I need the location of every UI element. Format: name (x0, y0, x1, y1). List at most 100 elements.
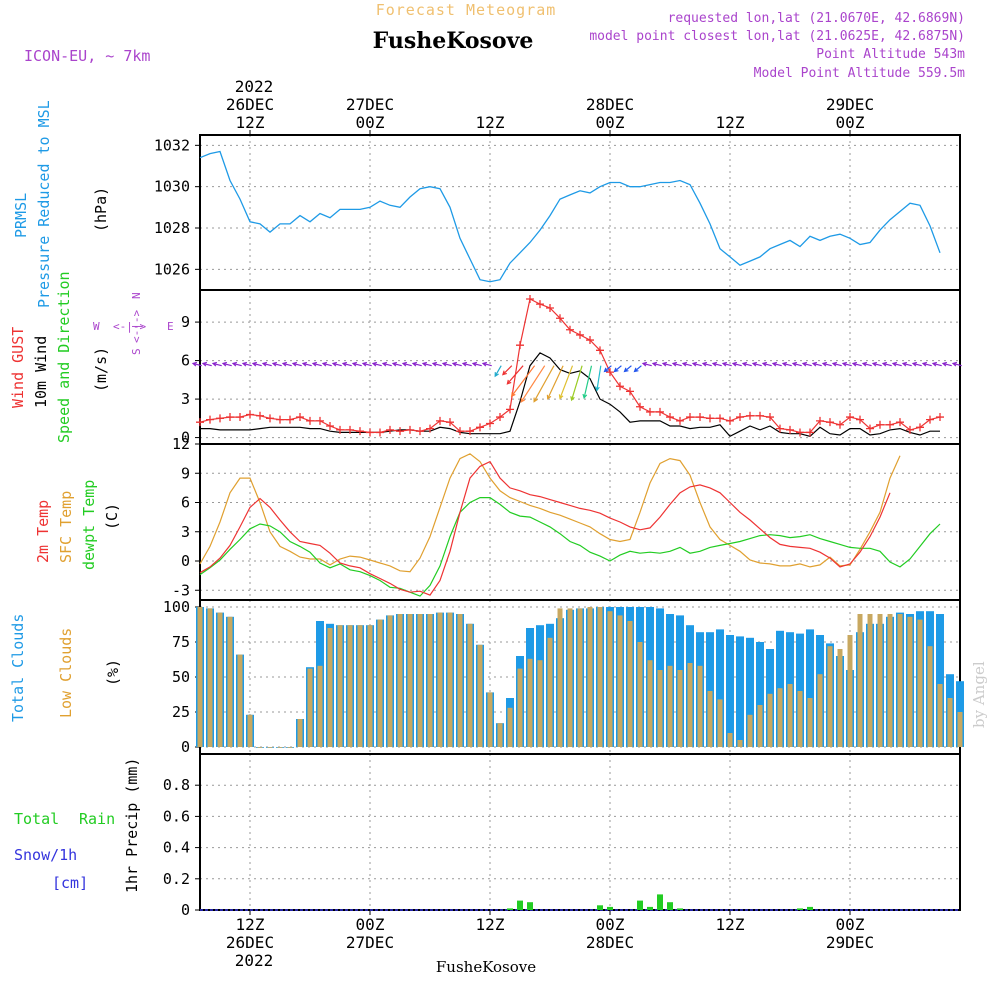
wind-unit: (m/s) (92, 347, 110, 392)
gust-marker (876, 420, 884, 429)
low-cloud-bar (547, 637, 553, 747)
low-cloud-bar (407, 614, 413, 747)
low-cloud-bar (607, 611, 613, 747)
gust-marker (686, 413, 694, 422)
low-cloud-bar (367, 625, 373, 747)
sfc-temp-label: SFC Temp (57, 491, 75, 563)
wind-direction-arrow (241, 361, 252, 367)
wind-direction-arrow (891, 361, 902, 367)
gust-marker (506, 405, 514, 414)
dewpt-line (199, 497, 941, 597)
low-cloud-bar (337, 625, 343, 747)
gust-marker (566, 325, 574, 334)
y-tick-label: 0.6 (163, 807, 190, 825)
top-hour-label: 12Z (716, 113, 745, 132)
low-cloud-bar (487, 692, 493, 747)
wind-direction-arrow (741, 361, 752, 367)
gust-marker (676, 416, 684, 425)
pressure-unit: (hPa) (92, 187, 110, 232)
low-cloud-bar (947, 698, 953, 747)
wind-direction-arrow (841, 361, 852, 367)
low-cloud-bar (647, 660, 653, 747)
low-cloud-bar (817, 674, 823, 747)
low-cloud-bar (347, 625, 353, 747)
wind-direction-arrow (321, 361, 332, 367)
gust-marker (906, 425, 914, 434)
wind-direction-arrow (821, 361, 832, 367)
wind-direction-arrow (761, 361, 772, 367)
gust-marker (706, 414, 714, 423)
credit-watermark: by Angel (970, 661, 988, 728)
gust-marker (726, 416, 734, 425)
cloud-unit: (%) (104, 659, 122, 686)
low-cloud-bar (787, 684, 793, 747)
low-cloud-bar (417, 614, 423, 747)
gust-marker (836, 420, 844, 429)
wind-direction-arrow (421, 361, 432, 367)
bottom-year-label: 2022 (235, 951, 274, 970)
gust-marker (286, 415, 294, 424)
gust-marker (886, 420, 894, 429)
wind-direction-arrow (641, 361, 652, 367)
total-cloud-bar (936, 614, 944, 747)
wind-direction-arrow (231, 361, 242, 367)
pressure-label-1: PRMSL (12, 193, 30, 238)
low-cloud-bar (357, 625, 363, 747)
gust-marker (696, 413, 704, 422)
panel-frame (199, 443, 961, 601)
low-cloud-bar (927, 646, 933, 747)
low-cloud-bar (507, 707, 513, 747)
gust-marker (426, 424, 434, 433)
wind-direction-arrow (941, 361, 952, 367)
top-date-label: 29DEC (826, 95, 874, 114)
panel-1: 0 3 6 9 (181, 289, 962, 447)
rain-bar (667, 902, 673, 910)
gust-marker (276, 415, 284, 424)
wind-direction-arrow (751, 361, 762, 367)
total-cloud-bar (726, 635, 734, 747)
low-cloud-bar (877, 614, 883, 747)
y-tick-label: 3 (181, 390, 190, 408)
top-hour-label: 12Z (236, 113, 265, 132)
wind-direction-arrow (311, 361, 322, 367)
gust-marker (606, 368, 614, 377)
wind-direction-arrow (361, 361, 372, 367)
low-cloud-bar (837, 649, 843, 747)
gust-marker (616, 382, 624, 391)
total-cloud-bar (796, 633, 804, 747)
bottom-hour-label: 12Z (476, 915, 505, 934)
gust-marker (926, 415, 934, 424)
low-cloud-bar (457, 614, 463, 747)
gust-marker (486, 419, 494, 428)
low-cloud-bar (567, 608, 573, 747)
gust-marker (526, 294, 534, 303)
wind-direction-arrow (520, 365, 546, 403)
wind-direction-arrow (881, 361, 892, 367)
low-cloud-bar (237, 654, 243, 747)
wind-direction-arrow (951, 361, 962, 367)
wind-direction-arrow (603, 365, 612, 373)
low-cloud-bar (597, 607, 603, 747)
pressure-label-2: Pressure Reduced to MSL (35, 100, 53, 308)
wind-direction-arrow (191, 361, 202, 367)
low-cloud-bar (557, 608, 563, 747)
pressure-line (199, 150, 941, 283)
gust-marker (896, 418, 904, 427)
snow-unit-label: [cm] (52, 874, 88, 892)
gust-marker (636, 402, 644, 411)
y-tick-label: 0.2 (163, 870, 190, 888)
bottom-date-label: 27DEC (346, 933, 394, 952)
gust-marker (356, 427, 364, 436)
gust-marker (436, 416, 444, 425)
panel-4: 0 0.2 0.4 0.6 0.8 (163, 753, 961, 919)
y-tick-label: 1028 (154, 219, 190, 237)
gust-marker (296, 413, 304, 422)
wind-direction-arrow (471, 361, 482, 367)
gust-marker (446, 418, 454, 427)
wind-direction-arrow (281, 361, 292, 367)
bottom-date-label: 28DEC (586, 933, 634, 952)
gust-marker (716, 414, 724, 423)
y-tick-label: 6 (181, 352, 190, 370)
compass-icon: N <-|-> S W <-|-> E (93, 292, 174, 355)
low-cloud-bar (717, 699, 723, 747)
